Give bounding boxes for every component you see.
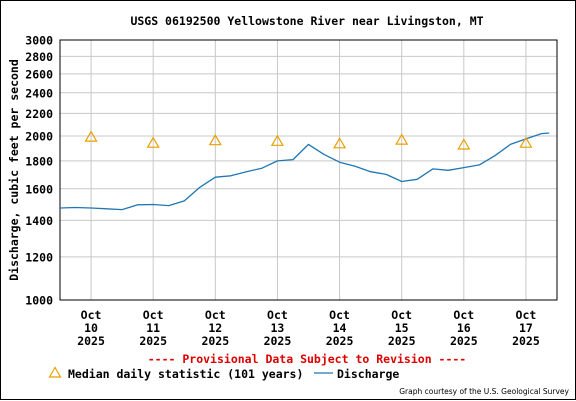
legend-median-label: Median daily statistic (101 years) [68,367,303,381]
x-axis-ticks: Oct102025Oct112025Oct122025Oct132025Oct1… [77,308,540,348]
y-tick-label: 1200 [25,250,53,264]
grid-lines [60,40,557,300]
y-tick-label: 1600 [25,182,53,196]
x-tick-month: Oct [391,308,412,322]
x-tick-year: 2025 [139,334,167,348]
x-tick-day: 11 [146,321,160,335]
y-tick-label: 3000 [25,34,53,48]
x-tick-year: 2025 [326,334,354,348]
x-tick-day: 12 [208,321,222,335]
y-tick-label: 1800 [25,154,53,168]
y-tick-label: 2200 [25,107,53,121]
y-tick-label: 2800 [25,50,53,64]
chart-legend: Median daily statistic (101 years) Disch… [48,366,399,381]
median-point-marker [395,133,409,145]
median-point-marker [519,136,533,148]
y-axis-label: Discharge, cubic feet per second [7,59,21,281]
median-point-marker [333,137,347,149]
x-tick-day: 14 [333,321,347,335]
series-layer [59,130,550,211]
x-tick-day: 15 [395,321,409,335]
y-tick-label: 2400 [25,86,53,100]
x-tick-year: 2025 [388,334,416,348]
x-tick-month: Oct [205,308,226,322]
chart-title: USGS 06192500 Yellowstone River near Liv… [130,14,483,28]
plot-border [59,39,558,301]
legend-median-triangle-icon [48,366,62,378]
x-tick-month: Oct [267,308,288,322]
median-point-marker [84,130,98,142]
y-tick-label: 1000 [25,294,53,308]
x-tick-year: 2025 [450,334,478,348]
x-tick-day: 10 [84,321,98,335]
x-tick-year: 2025 [201,334,229,348]
median-point-marker [457,138,471,150]
x-tick-year: 2025 [77,334,105,348]
x-tick-month: Oct [329,308,350,322]
x-tick-month: Oct [81,308,102,322]
x-tick-month: Oct [143,308,164,322]
x-tick-month: Oct [516,308,537,322]
legend-discharge-label: Discharge [337,367,399,381]
y-tick-label: 1400 [25,214,53,228]
x-tick-month: Oct [453,308,474,322]
y-tick-label: 2600 [25,67,53,81]
x-tick-year: 2025 [512,334,540,348]
y-tick-label: 2000 [25,129,53,143]
y-axis-ticks: 3000 2800 2600 2400 2200 2000 1800 1600 1400 1200… [25,34,53,308]
median-point-marker [270,134,284,146]
usgs-credit: Graph courtesy of the U.S. Geological Su… [399,387,569,396]
median-point-marker [146,136,160,148]
discharge-series-line [59,132,550,211]
x-tick-day: 17 [519,321,533,335]
x-tick-day: 13 [271,321,285,335]
provisional-notice: ---- Provisional Data Subject to Revisio… [148,352,467,366]
x-tick-day: 16 [457,321,471,335]
x-tick-year: 2025 [264,334,292,348]
median-point-marker [208,134,222,146]
